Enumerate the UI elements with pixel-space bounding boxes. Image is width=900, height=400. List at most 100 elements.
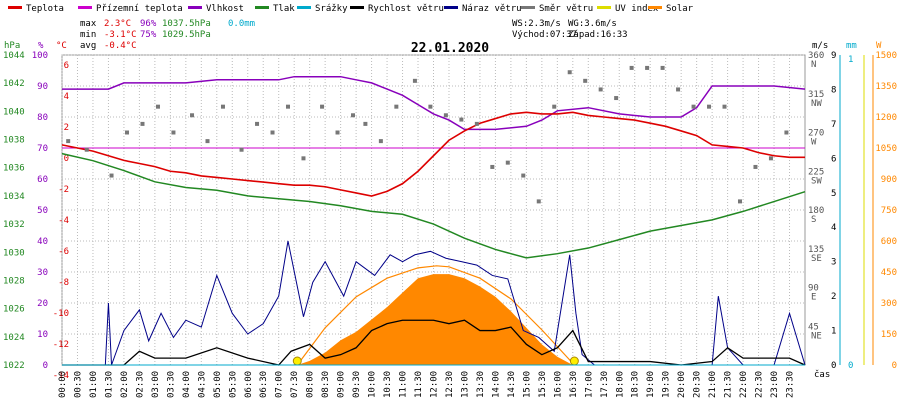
stat-max-press: 1037.5hPa xyxy=(162,19,211,29)
axis-unit-w: W xyxy=(876,41,882,51)
pressure-line xyxy=(61,152,806,259)
wind-direction-point-16 xyxy=(335,130,340,135)
tick-hpa-8: 1028 xyxy=(3,276,25,286)
tick-x-40: 20:00 xyxy=(677,371,687,398)
tick-x-19: 09:30 xyxy=(352,371,362,398)
tick-x-43: 21:30 xyxy=(724,371,734,398)
tick-deg-5: 135 xyxy=(808,245,824,255)
tick-x-16: 08:00 xyxy=(306,371,316,398)
tick-pct-2: 80 xyxy=(37,113,48,123)
tick-x-23: 11:30 xyxy=(414,371,424,398)
tick-deg-7: 45 xyxy=(808,322,819,332)
stat-avg-temp: -0.4°C xyxy=(104,41,137,51)
tick-pct-8: 20 xyxy=(37,299,48,309)
tick-x-2: 01:00 xyxy=(89,371,99,398)
wind-direction-point-3 xyxy=(125,130,130,135)
axes: hPa% °C1044104210401038103610341032103010… xyxy=(3,41,897,398)
temperature-line xyxy=(61,111,805,197)
tick-x-7: 03:30 xyxy=(166,371,176,398)
tick-dir-5: SE xyxy=(811,254,822,264)
tick-x-11: 05:30 xyxy=(228,371,238,398)
stat-min-press: 1029.5hPa xyxy=(162,30,211,40)
tick-ms-3: 6 xyxy=(831,154,836,164)
wind-direction-point-5 xyxy=(155,104,160,109)
legend-swatch-8 xyxy=(597,6,611,9)
tick-x-28: 14:00 xyxy=(491,371,501,398)
tick-hpa-3: 1038 xyxy=(3,136,25,146)
wind-direction-point-6 xyxy=(171,130,176,135)
wind-direction-point-9 xyxy=(220,104,225,109)
sunset-marker xyxy=(569,356,579,366)
series xyxy=(61,65,806,366)
wind-direction-point-40 xyxy=(707,104,712,109)
solar-area xyxy=(297,274,573,365)
stat-rain: 0.0mm xyxy=(228,19,255,29)
tick-ms-0: 9 xyxy=(831,51,836,61)
tick-w-10: 0 xyxy=(892,361,897,371)
wind-direction-point-25 xyxy=(474,121,479,126)
tick-degc-3: 0 xyxy=(64,154,69,164)
tick-ms-4: 5 xyxy=(831,189,836,199)
tick-w-1: 1350 xyxy=(875,82,897,92)
stat-max-temp: 2.3°C xyxy=(104,19,131,29)
legend-swatch-7 xyxy=(521,6,535,9)
tick-deg-0: 360 xyxy=(808,51,824,61)
stats-panel: max 2.3°C 96% 1037.5hPa 0.0mm min -3.1°C… xyxy=(80,19,628,51)
wind-direction-point-0 xyxy=(66,139,71,144)
tick-x-39: 19:30 xyxy=(662,371,672,398)
wind-direction-point-11 xyxy=(255,121,260,126)
tick-pct-6: 40 xyxy=(37,237,48,247)
tick-x-9: 04:30 xyxy=(197,371,207,398)
legend-label-4: Srážky xyxy=(315,4,348,14)
wind-direction-point-34 xyxy=(614,96,619,101)
stat-min-hum: 75% xyxy=(140,30,157,40)
tick-dir-0: N xyxy=(811,60,816,70)
wind-direction-point-28 xyxy=(521,173,526,178)
tick-hpa-6: 1032 xyxy=(3,220,25,230)
legend-label-5: Rychlost větru xyxy=(368,4,444,14)
tick-degc-4: -2 xyxy=(58,185,69,195)
legend-swatch-2 xyxy=(188,6,202,9)
legend-label-0: Teplota xyxy=(26,4,64,14)
wind-direction-point-30 xyxy=(552,104,557,109)
tick-w-7: 450 xyxy=(881,268,897,278)
legend-swatch-1 xyxy=(78,6,92,9)
tick-mm-1: 0 xyxy=(848,361,853,371)
wind-direction-point-14 xyxy=(301,156,306,161)
tick-x-26: 13:00 xyxy=(460,371,470,398)
tick-x-42: 21:00 xyxy=(708,371,718,398)
tick-pct-0: 100 xyxy=(32,51,48,61)
sunrise-marker xyxy=(292,356,302,366)
legend-label-7: Směr větru xyxy=(539,4,593,14)
wind-direction-point-29 xyxy=(536,199,541,204)
tick-hpa-10: 1024 xyxy=(3,333,25,343)
tick-w-3: 1050 xyxy=(875,144,897,154)
wind-direction-point-23 xyxy=(443,113,448,118)
wind-direction-point-24 xyxy=(459,117,464,122)
wind-direction-point-35 xyxy=(629,65,634,70)
tick-hpa-9: 1026 xyxy=(3,305,25,315)
wind-direction-point-22 xyxy=(428,104,433,109)
tick-x-0: 00:00 xyxy=(58,371,68,398)
stat-max-hum: 96% xyxy=(140,19,157,29)
axis-unit-ms: m/s xyxy=(812,41,828,51)
tick-deg-6: 90 xyxy=(808,284,819,294)
tick-x-44: 22:00 xyxy=(739,371,749,398)
tick-hpa-2: 1040 xyxy=(3,107,25,117)
legend-swatch-0 xyxy=(8,6,22,9)
tick-x-13: 06:30 xyxy=(259,371,269,398)
tick-x-15: 07:30 xyxy=(290,371,300,398)
tick-x-18: 09:00 xyxy=(337,371,347,398)
tick-dir-6: E xyxy=(811,293,816,303)
tick-pct-10: 0 xyxy=(43,361,48,371)
wind-direction-point-41 xyxy=(722,104,727,109)
tick-dir-2: W xyxy=(811,138,817,148)
tick-degc-1: 4 xyxy=(64,92,69,102)
tick-pct-9: 10 xyxy=(37,330,48,340)
tick-ms-6: 3 xyxy=(831,258,836,268)
tick-x-25: 12:30 xyxy=(445,371,455,398)
tick-x-20: 10:00 xyxy=(368,371,378,398)
tick-ms-2: 7 xyxy=(831,120,836,130)
wind-direction-point-32 xyxy=(583,78,588,83)
